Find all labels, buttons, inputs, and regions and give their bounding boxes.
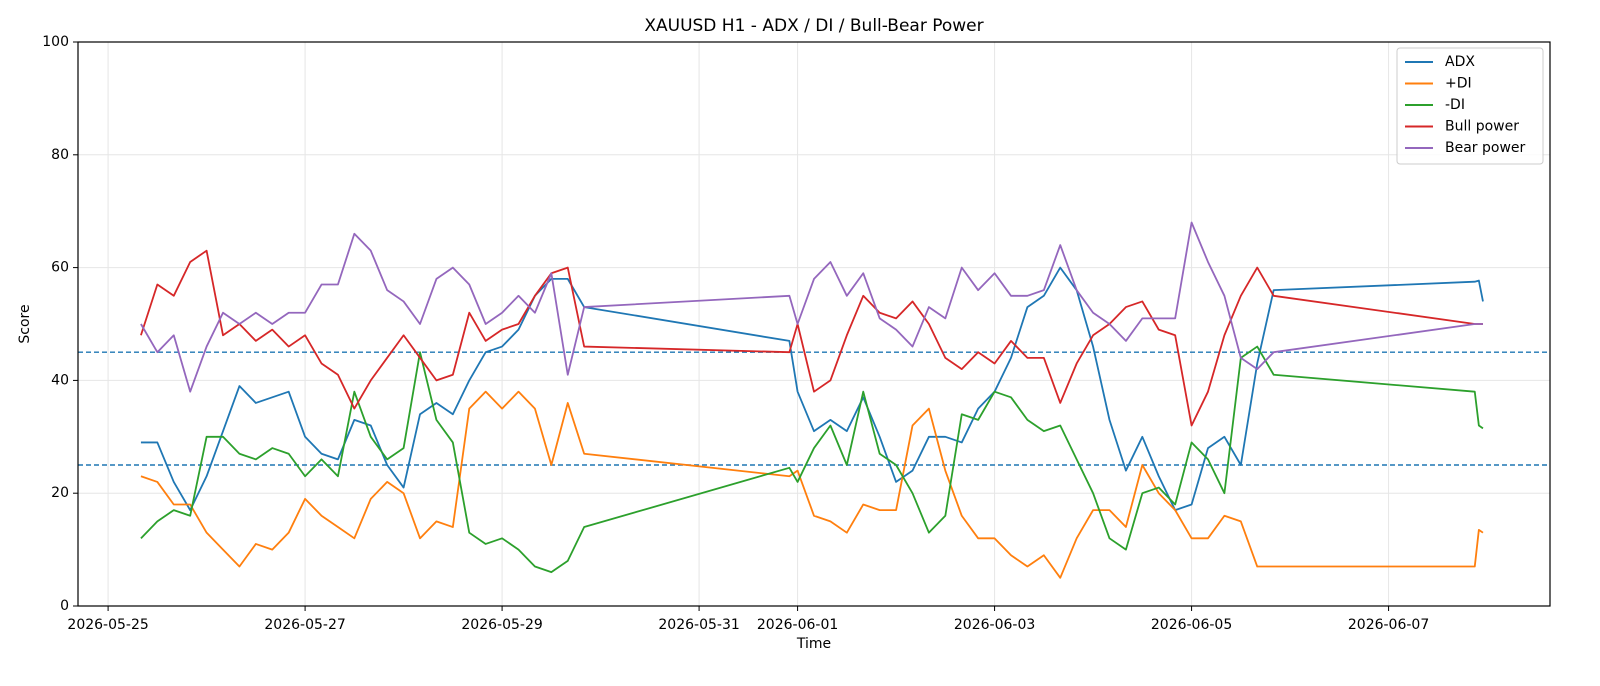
x-tick-label: 2026-05-27 (264, 617, 345, 633)
x-tick-label: 2026-06-01 (757, 617, 838, 633)
x-tick-label: 2026-06-07 (1348, 617, 1429, 633)
y-tick-label: 20 (51, 485, 69, 501)
plot-frame (77, 41, 1551, 607)
series-line (140, 345, 1484, 574)
legend-label: Bull power (1445, 119, 1519, 135)
x-tick-label: 2026-06-03 (954, 617, 1035, 633)
legend-label: -DI (1445, 97, 1465, 113)
x-tick-label: 2026-05-25 (67, 617, 148, 633)
series-line (140, 390, 1484, 579)
y-axis-label: Score (17, 304, 33, 343)
series-line (140, 249, 1483, 427)
y-tick-label: 100 (42, 34, 69, 50)
y-tick-label: 60 (51, 260, 69, 276)
y-tick-label: 0 (60, 598, 69, 614)
legend-label: ADX (1445, 54, 1475, 70)
x-tick-label: 2026-06-05 (1151, 617, 1232, 633)
series-line (140, 221, 1483, 393)
chart-title: XAUUSD H1 - ADX / DI / Bull-Bear Power (644, 16, 983, 36)
legend-box (1396, 47, 1544, 165)
y-tick-label: 40 (51, 372, 69, 388)
legend: ADX +DI -DI Bull power Bear power (1396, 47, 1544, 165)
x-tick-label: 2026-05-31 (658, 617, 739, 633)
series-line (140, 266, 1484, 512)
legend-label: Bear power (1445, 140, 1526, 156)
x-axis-label: Time (796, 636, 831, 652)
y-tick-label: 80 (51, 147, 69, 163)
x-tick-label: 2026-05-29 (461, 617, 542, 633)
legend-label: +DI (1445, 76, 1472, 92)
